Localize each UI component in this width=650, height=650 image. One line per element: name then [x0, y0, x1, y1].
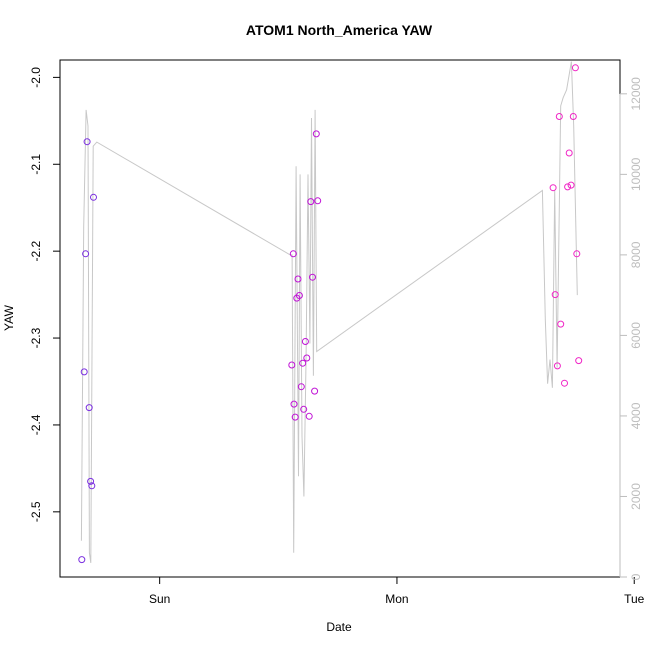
data-point: [288, 361, 296, 369]
right-tick-label: 2000: [629, 483, 643, 510]
data-point: [295, 292, 303, 299]
data-point: [88, 482, 96, 490]
y-tick-label: -2.1: [29, 154, 43, 175]
right-tick-label: 12000: [629, 77, 643, 111]
series-2: [549, 64, 583, 387]
series-0: [78, 138, 97, 564]
data-point: [87, 477, 95, 485]
secondary-series-line: [80, 61, 578, 563]
right-tick-label: 0: [629, 573, 643, 580]
data-point: [300, 405, 308, 413]
data-point: [291, 413, 299, 421]
x-axis: Sun Mon Tue: [149, 577, 645, 606]
data-point: [555, 113, 563, 120]
data-point: [78, 556, 86, 564]
data-point: [305, 412, 313, 420]
data-point: [567, 181, 575, 189]
data-point: [90, 193, 97, 201]
data-point: [564, 183, 572, 191]
y-tick-label: -2.2: [29, 240, 43, 261]
y-tick-label: -2.3: [29, 327, 43, 348]
data-point: [551, 291, 559, 299]
data-point: [80, 368, 88, 376]
chart-title: ATOM1 North_America YAW: [246, 22, 433, 38]
y-tick-label: -2.4: [29, 414, 43, 435]
data-point: [82, 250, 90, 258]
x-tick-label: Tue: [624, 592, 645, 606]
data-point: [303, 354, 311, 362]
data-point: [294, 275, 302, 283]
data-point: [314, 197, 322, 205]
data-point: [571, 64, 579, 72]
right-tick-label: 10000: [629, 157, 643, 191]
data-point: [85, 404, 93, 412]
scatter-points: [78, 64, 583, 564]
data-point: [549, 184, 557, 192]
data-point: [575, 357, 583, 365]
series-1: [288, 130, 322, 421]
data-point: [290, 400, 298, 408]
right-tick-label: 6000: [629, 322, 643, 349]
data-point: [297, 383, 305, 391]
data-point: [561, 379, 568, 387]
data-point: [557, 320, 565, 328]
right-y-axis: 0 2000 4000 6000 8000 10000 12000: [619, 77, 643, 580]
data-point: [299, 359, 307, 367]
right-tick-label: 8000: [629, 241, 643, 268]
y-axis-label: YAW: [2, 304, 16, 331]
y-tick-label: -2.5: [29, 501, 43, 522]
x-tick-label: Sun: [149, 592, 170, 606]
data-point: [553, 362, 561, 370]
data-point: [312, 130, 320, 138]
data-point: [573, 250, 581, 258]
data-point: [311, 387, 319, 395]
left-y-axis: -2.0 -2.1 -2.2 -2.3 -2.4 -2.5: [29, 67, 61, 522]
secondary-line-path: [80, 61, 578, 563]
right-tick-label: 4000: [629, 402, 643, 429]
data-point: [569, 113, 577, 120]
y-tick-label: -2.0: [29, 67, 43, 88]
data-point: [289, 250, 297, 258]
plot-frame: [59, 59, 621, 578]
data-point: [565, 149, 573, 157]
data-point: [307, 198, 315, 206]
x-axis-label: Date: [326, 620, 352, 634]
data-point: [83, 138, 91, 146]
x-tick-label: Mon: [385, 592, 408, 606]
data-point: [309, 273, 316, 281]
data-point: [301, 338, 309, 345]
